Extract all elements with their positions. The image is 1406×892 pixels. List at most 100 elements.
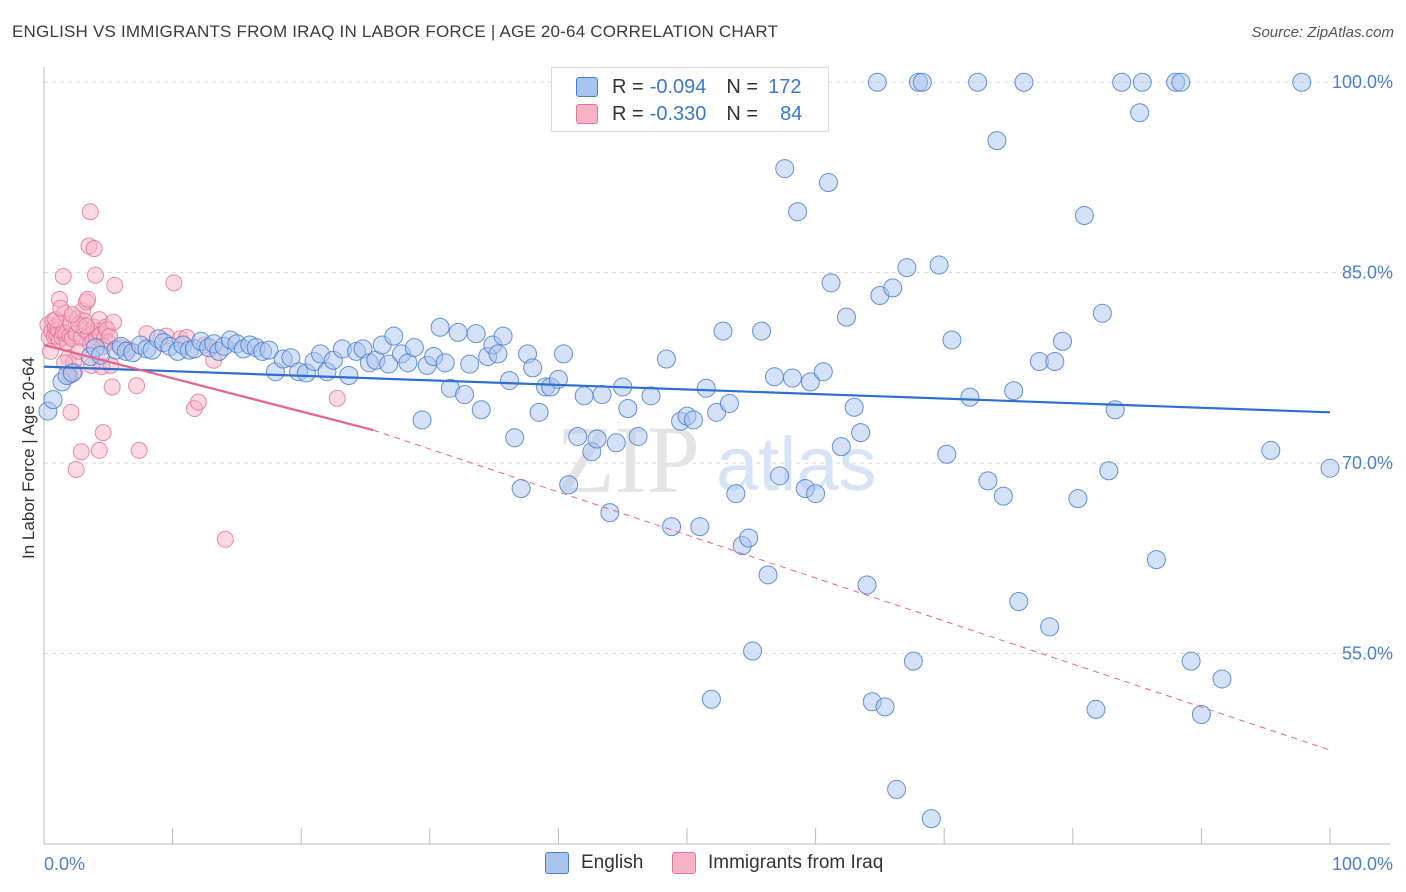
iraq-point [94, 424, 112, 442]
english-point [529, 402, 549, 422]
english-point [587, 429, 607, 449]
english-point [960, 387, 980, 407]
english-point [701, 689, 721, 709]
english-point [800, 372, 820, 392]
english-point [1045, 352, 1065, 372]
english-point [968, 72, 988, 92]
english-point [1292, 72, 1312, 92]
english-point [568, 426, 588, 446]
english-point [618, 399, 638, 419]
x-tick-label: 100.0% [1332, 854, 1393, 874]
english-point [1053, 331, 1073, 351]
english-point [1092, 303, 1112, 323]
axes [43, 67, 1390, 845]
english-point [493, 326, 513, 346]
english-point [743, 641, 763, 661]
english-point [883, 278, 903, 298]
english-point [690, 517, 710, 537]
english-point [752, 321, 772, 341]
english-point [836, 307, 856, 327]
iraq-point [79, 290, 97, 308]
iraq-legend-label: Immigrants from Iraq [708, 852, 884, 873]
english-n-value: 172 [768, 75, 802, 98]
english-point [696, 378, 716, 398]
iraq-point [72, 443, 90, 461]
english-point [1146, 550, 1166, 570]
english-point [628, 426, 648, 446]
english-point [1068, 489, 1088, 509]
english-point [921, 809, 941, 829]
english-point [788, 202, 808, 222]
source-credit: Source: ZipAtlas.com [1251, 24, 1394, 41]
grid-lines [44, 81, 1390, 655]
english-point [875, 697, 895, 717]
english-point [448, 322, 468, 342]
english-point [500, 371, 520, 391]
iraq-point [67, 460, 85, 478]
english-point [600, 503, 620, 523]
iraq-point [104, 313, 122, 331]
iraq-point [103, 378, 121, 396]
english-point [379, 354, 399, 374]
english-point [523, 358, 543, 378]
y-tick-label: 55.0% [1342, 644, 1393, 664]
english-point [713, 321, 733, 341]
english-point [1132, 72, 1152, 92]
english-point [435, 353, 455, 373]
legend-item-iraq[interactable]: Immigrants from Iraq [672, 852, 883, 874]
iraq-point [130, 441, 148, 459]
y-tick-label: 85.0% [1342, 263, 1393, 283]
iraq-swatch [576, 104, 598, 124]
iraq-point [81, 203, 99, 221]
english-point [1130, 103, 1150, 123]
legend-row-english: R = -0.094 N = 172 [576, 74, 801, 100]
english-point [770, 466, 790, 486]
english-point [455, 385, 475, 405]
english-point [1086, 699, 1106, 719]
iraq-point [189, 393, 207, 411]
english-point [851, 423, 871, 443]
iraq-point [216, 530, 234, 548]
iraq-point [63, 306, 81, 324]
iraq-point [90, 441, 108, 459]
legend-row-iraq: R = -0.330 N = 84 [576, 101, 802, 127]
english-point [844, 397, 864, 417]
stats-legend: R = -0.094 N = 172 R = -0.330 N = 84 [551, 67, 829, 132]
y-tick-label: 100.0% [1332, 72, 1393, 92]
english-point [887, 779, 907, 799]
english-point [466, 324, 486, 344]
english-point [764, 367, 784, 387]
iraq-point [328, 389, 346, 407]
english-point [460, 354, 480, 374]
english-point [726, 484, 746, 504]
iraq-n-label: N = [726, 102, 759, 125]
iraq-point [77, 317, 95, 335]
iraq-point [165, 274, 183, 292]
chart-title: ENGLISH VS IMMIGRANTS FROM IRAQ IN LABOR… [12, 22, 779, 41]
iraq-trend-line [43, 343, 374, 432]
english-point [775, 159, 795, 179]
english-point [831, 437, 851, 457]
iraq-point [86, 266, 104, 284]
english-point [993, 486, 1013, 506]
english-point [1212, 669, 1232, 689]
english-point [505, 428, 525, 448]
y-tick-labels: 55.0% 70.0% 85.0% 100.0% [1332, 72, 1393, 663]
english-r-label: R = [612, 75, 644, 98]
english-point [813, 362, 833, 382]
english-r-value: -0.094 [649, 75, 707, 98]
english-point [641, 386, 661, 406]
english-point [897, 258, 917, 278]
english-point [1320, 458, 1340, 478]
legend-item-english[interactable]: English [545, 852, 643, 874]
iraq-r-value: -0.330 [649, 102, 707, 125]
iraq-r-label: R = [612, 102, 644, 125]
english-point [339, 366, 359, 386]
english-point [1112, 72, 1132, 92]
english-point [488, 344, 508, 364]
english-point [942, 330, 962, 350]
english-point [1009, 592, 1029, 612]
english-series [38, 72, 1340, 829]
english-point [1171, 72, 1191, 92]
